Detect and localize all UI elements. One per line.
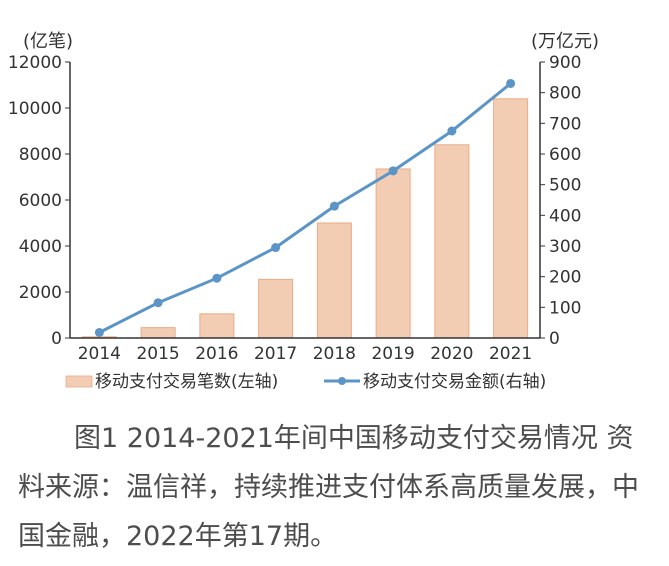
left-tick-label: 2000 [19, 283, 62, 303]
bar [493, 98, 529, 339]
line-point [388, 166, 398, 176]
legend-line-marker [338, 377, 346, 385]
bar [434, 144, 470, 339]
left-tick-label: 12000 [8, 53, 62, 73]
x-tick-label: 2015 [136, 344, 179, 364]
right-tick-label: 0 [549, 329, 560, 349]
left-tick-label: 0 [51, 329, 62, 349]
line-path [98, 82, 512, 334]
line-point [271, 243, 281, 253]
bar [375, 168, 411, 339]
right-tick-label: 700 [549, 114, 581, 134]
right-tick-label: 500 [549, 176, 581, 196]
x-tick-label: 2021 [489, 344, 532, 364]
figure-caption: 图1 2014-2021年间中国移动支付交易情况 资料来源：温信祥，持续推进支付… [18, 414, 658, 561]
axes [69, 62, 541, 339]
left-tick-label: 8000 [19, 145, 62, 165]
left-tick-label: 10000 [8, 99, 62, 119]
right-tick-label: 100 [549, 298, 581, 318]
left-tick-label: 6000 [19, 191, 62, 211]
x-tick-label: 2018 [313, 344, 356, 364]
right-tick-label: 800 [549, 84, 581, 104]
x-tick-label: 2014 [78, 344, 121, 364]
line-point [329, 201, 339, 211]
caption-text: 图1 2014-2021年间中国移动支付交易情况 资料来源：温信祥，持续推进支付… [18, 423, 639, 552]
x-tick-label: 2017 [254, 344, 297, 364]
x-tick-label: 2020 [430, 344, 473, 364]
line-point [153, 298, 163, 308]
left-tick-labels: 0 2000 4000 6000 8000 10000 12000 [8, 53, 70, 349]
x-tick-label: 2016 [195, 344, 238, 364]
right-tick-label: 900 [549, 53, 581, 73]
right-tick-labels: 0 100 200 300 400 500 600 700 800 900 [540, 53, 581, 349]
right-tick-label: 400 [549, 206, 581, 226]
legend: 移动支付交易笔数(左轴) 移动支付交易金额(右轴) [65, 372, 546, 392]
x-tick-labels: 2014 2015 2016 2017 2018 2019 2020 2021 [78, 344, 533, 364]
bar [199, 313, 235, 339]
right-tick-label: 200 [549, 268, 581, 288]
right-tick-label: 300 [549, 237, 581, 257]
left-axis-label: (亿笔) [23, 31, 73, 52]
line-series [94, 78, 516, 337]
legend-line-label: 移动支付交易金额(右轴) [363, 372, 546, 392]
left-tick-label: 4000 [19, 237, 62, 257]
bar [140, 327, 176, 339]
line-point [94, 327, 104, 337]
bar-series [81, 98, 529, 339]
bar [316, 222, 352, 339]
bar [258, 278, 294, 339]
line-point [447, 126, 457, 136]
right-axis-label: (万亿元) [531, 31, 599, 52]
legend-bar-label: 移动支付交易笔数(左轴) [95, 372, 278, 392]
x-tick-label: 2019 [371, 344, 414, 364]
line-point [212, 273, 222, 283]
line-point [506, 78, 516, 88]
legend-bar-swatch [65, 375, 93, 388]
right-tick-label: 600 [549, 145, 581, 165]
